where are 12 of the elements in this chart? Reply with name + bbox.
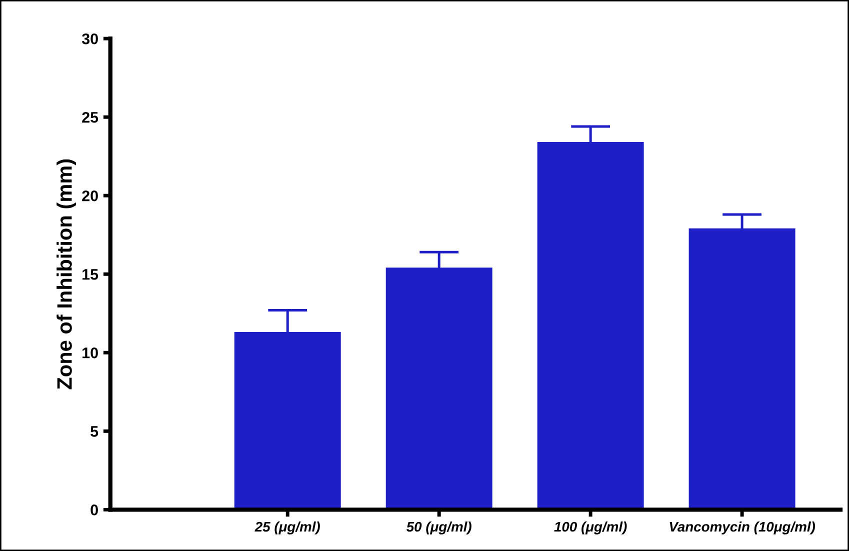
x-tick-label: 100 (μg/ml) bbox=[554, 521, 627, 534]
y-tick-label: 10 bbox=[82, 348, 98, 358]
x-tick-label: 25 (μg/ml) bbox=[254, 521, 320, 534]
y-tick-label: 5 bbox=[90, 426, 98, 437]
y-tick-label: 30 bbox=[82, 33, 98, 44]
x-tick-label: 50 (μg/ml) bbox=[406, 521, 472, 534]
y-tick-label: 0 bbox=[90, 504, 98, 516]
y-tick-label: 15 bbox=[82, 269, 98, 280]
y-tick-label: 20 bbox=[82, 190, 98, 202]
y-tick-label: 25 bbox=[82, 112, 98, 123]
y-axis-title: Zone of Inhibition (mm) bbox=[56, 159, 76, 390]
x-tick-label: Vancomycin (10μg/ml) bbox=[670, 521, 816, 534]
